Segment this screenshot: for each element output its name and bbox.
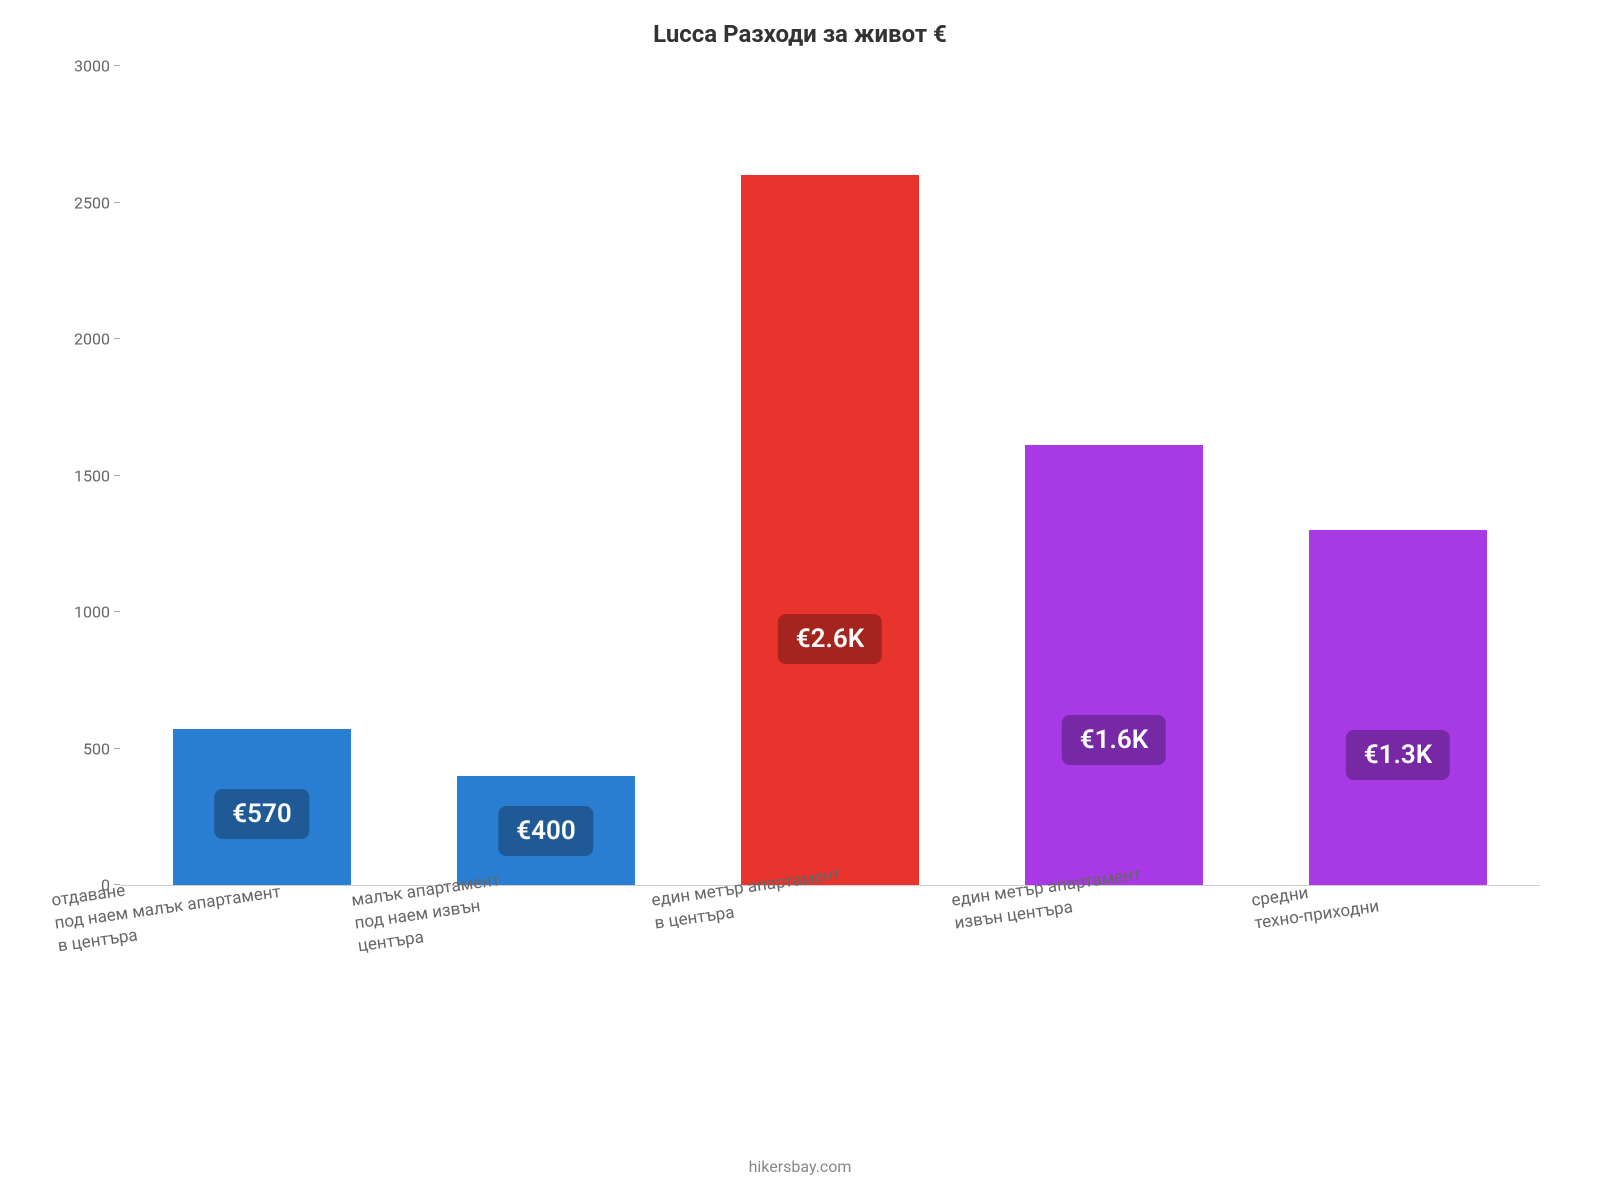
y-tick-mark xyxy=(114,65,120,66)
y-tick-label: 3000 xyxy=(74,57,110,76)
bar xyxy=(1309,530,1488,885)
plot-area: €570€400€2.6K€1.6K€1.3K 0500100015002000… xyxy=(120,66,1540,886)
value-badge: €1.6K xyxy=(1062,715,1166,765)
y-tick-label: 2500 xyxy=(74,193,110,212)
bar xyxy=(1025,445,1204,885)
value-badge: €1.3K xyxy=(1346,730,1450,780)
value-badge: €400 xyxy=(498,806,593,856)
y-tick-mark xyxy=(114,475,120,476)
y-tick-label: 500 xyxy=(83,739,110,758)
y-tick-label: 1500 xyxy=(74,466,110,485)
bar xyxy=(741,175,920,885)
chart-title: Lucca Разходи за живот € xyxy=(40,20,1560,48)
x-tick-label: отдаване под наем малък апартамент в цен… xyxy=(50,858,285,958)
value-badge: €570 xyxy=(214,789,309,839)
y-tick-mark xyxy=(114,748,120,749)
data-source-label: hikersbay.com xyxy=(0,1157,1600,1176)
y-tick-label: 1000 xyxy=(74,603,110,622)
y-tick-mark xyxy=(114,611,120,612)
value-badge: €2.6K xyxy=(778,614,882,664)
plot-wrap: €570€400€2.6K€1.6K€1.3K 0500100015002000… xyxy=(120,66,1540,886)
y-tick-mark xyxy=(114,338,120,339)
bars-container: €570 €400 €2.6K €1.6K €1.3K xyxy=(120,66,1540,885)
chart-canvas: Lucca Разходи за живот € €570 €400 €2.6K €1… xyxy=(0,0,1600,1200)
y-tick-mark xyxy=(114,202,120,203)
y-tick-label: 2000 xyxy=(74,330,110,349)
